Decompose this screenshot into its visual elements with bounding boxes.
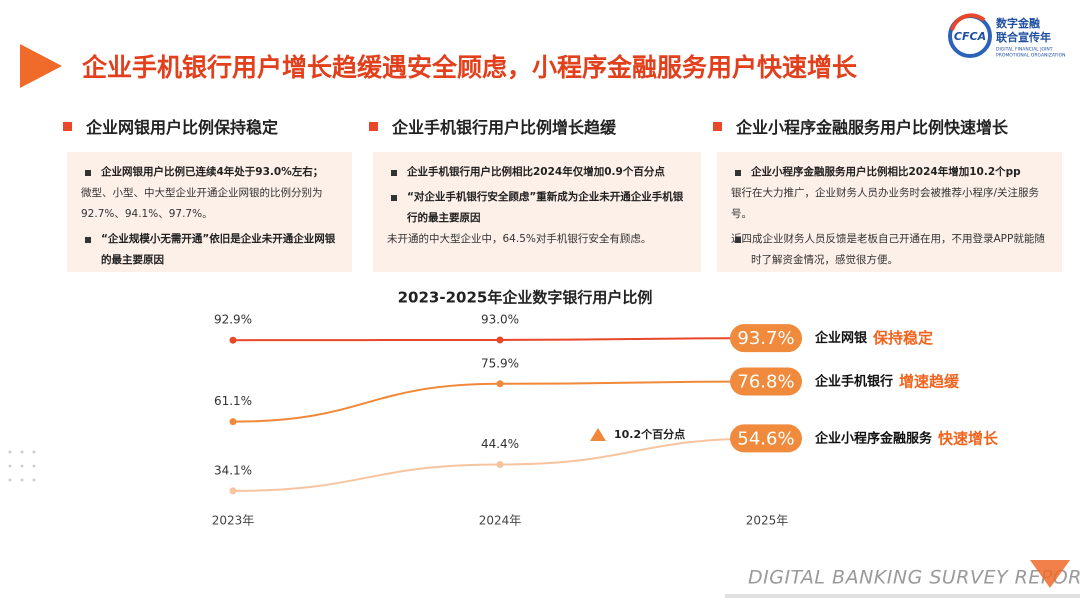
title-triangle — [20, 44, 62, 88]
bullet-text: 银行在大力推广，企业财务人员办业务时会被推荐小程序/关注服务号。 — [731, 187, 1040, 220]
data-label: 34.1% — [214, 463, 252, 477]
logo-en: DIGITAL FINANCIAL JOINT — [996, 47, 1053, 53]
data-point — [496, 336, 504, 344]
bullet-text: 近四成企业财务人员反馈是老板自己开通在用，不用登录APP就能随时了解资金情况，感… — [731, 233, 1045, 266]
bullet-item: “企业规模小无需开通”依旧是企业未开通企业网银的最主要原因 — [81, 229, 338, 271]
chart-title: 2023-2025年企业数字银行用户比例 — [398, 289, 653, 307]
data-label: 92.9% — [214, 313, 252, 327]
data-label: 61.1% — [214, 394, 252, 408]
logo-arc — [950, 13, 986, 31]
annotation: 10.2个百分点 — [614, 427, 685, 441]
bullet-bold: 企业小程序金融服务用户比例相比2024年增加10.2个pp — [751, 166, 1021, 178]
bullet-bold: “企业规模小无需开通”依旧是企业未开通企业网银的最主要原因 — [101, 233, 336, 266]
bullet-bold: 企业手机银行用户比例相比2024年仅增加0.9个百分点 — [407, 166, 665, 178]
panel: 企业网银用户比例已连续4年处于93.0%左右； 微型、小型、中大型企业开通企业网银… — [67, 152, 352, 272]
logo-name: 联合宣传年 — [996, 30, 1051, 44]
footer-decor — [1030, 560, 1070, 588]
data-label: 93.7% — [737, 328, 794, 349]
legend-tag: 快速增长 — [938, 429, 999, 447]
decor-dots — [8, 450, 36, 482]
bullet-item: 企业手机银行用户比例相比2024年仅增加0.9个百分点 — [387, 162, 687, 183]
data-label: 93.0% — [481, 312, 519, 326]
legend-name: 企业网银 — [814, 330, 868, 346]
bullet-text: 微型、小型、中大型企业开通企业网银的比例分别为92.7%、94.1%、97.7%… — [81, 187, 323, 220]
data-label: 54.6% — [737, 428, 794, 449]
panel-heading: 企业手机银行用户比例增长趋缓 — [369, 114, 616, 138]
bullet-bold: 企业网银用户比例已连续4年处于93.0%左右； — [101, 166, 324, 178]
data-point — [229, 487, 237, 495]
legend-label: 企业手机银行 增速趋缓 — [814, 372, 960, 390]
legend-label: 企业小程序金融服务 快速增长 — [814, 429, 999, 447]
bullet-item: 企业网银用户比例已连续4年处于93.0%左右； 微型、小型、中大型企业开通企业网银… — [81, 162, 338, 225]
annotation-triangle — [590, 428, 606, 441]
data-label: 75.9% — [481, 356, 519, 370]
bullet-item: 企业小程序金融服务用户比例相比2024年增加10.2个pp 银行在大力推广，企业财… — [731, 162, 1048, 225]
data-point — [496, 380, 504, 388]
footer: DIGITAL BANKING SURVEY REPORT — [748, 567, 1080, 589]
legend-name: 企业手机银行 — [814, 373, 893, 389]
legend-tag: 保持稳定 — [872, 329, 933, 347]
data-point — [229, 418, 237, 426]
footer-bar — [725, 594, 1080, 598]
x-tick-label: 2024年 — [479, 514, 522, 528]
value-badge — [730, 324, 802, 353]
panel-heading: 企业网银用户比例保持稳定 — [63, 114, 278, 138]
value-badge — [730, 424, 802, 453]
legend-label: 企业网银 保持稳定 — [814, 329, 933, 347]
logo-name: 数字金融 — [996, 16, 1040, 30]
logo-abbr: CFCA — [954, 30, 986, 43]
legend-name: 企业小程序金融服务 — [814, 430, 933, 446]
bullet-text: 未开通的中大型企业中，64.5%对手机银行安全有顾虑。 — [387, 233, 652, 245]
series-line — [232, 380, 768, 423]
data-label: 44.4% — [481, 437, 519, 451]
bullet-bold: “对企业手机银行安全顾虑”重新成为企业未开通企业手机银行的最主要原因 — [407, 191, 684, 224]
bullet-item: 近四成企业财务人员反馈是老板自己开通在用，不用登录APP就能随时了解资金情况，感… — [731, 229, 1048, 271]
logo-en: PROMOTIONAL ORGANIZATION — [996, 53, 1066, 59]
panel-heading: 企业小程序金融服务用户比例快速增长 — [713, 114, 1008, 138]
data-point — [229, 336, 237, 344]
panel: 企业小程序金融服务用户比例相比2024年增加10.2个pp 银行在大力推广，企业财… — [717, 152, 1062, 272]
slide-title: 企业手机银行用户增长趋缓遇安全顾虑，小程序金融服务用户快速增长 — [82, 53, 858, 82]
data-point — [496, 460, 504, 468]
x-tick-label: 2023年 — [212, 514, 255, 528]
logo: CFCA 数字金融 联合宣传年 DIGITAL FINANCIAL JOINT … — [948, 13, 1066, 59]
legend-tag: 增速趋缓 — [899, 372, 960, 390]
bullet-item: “对企业手机银行安全顾虑”重新成为企业未开通企业手机银行的最主要原因未开通的中大… — [387, 187, 687, 250]
panel: 企业手机银行用户比例相比2024年仅增加0.9个百分点 “对企业手机银行安全顾虑”… — [373, 152, 701, 272]
x-tick-label: 2025年 — [746, 514, 789, 528]
value-badge — [730, 367, 802, 396]
data-label: 76.8% — [737, 371, 794, 392]
